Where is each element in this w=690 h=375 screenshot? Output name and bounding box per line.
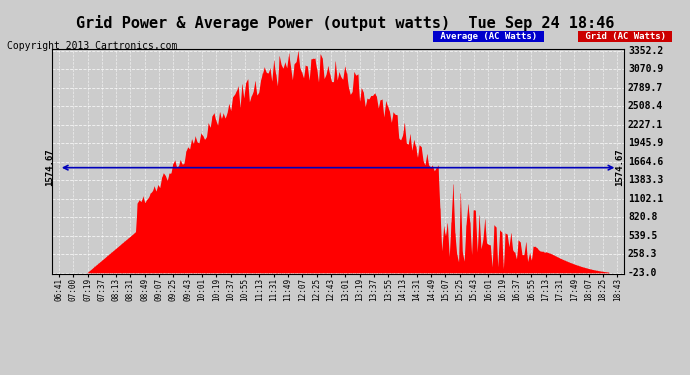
- Text: Copyright 2013 Cartronics.com: Copyright 2013 Cartronics.com: [7, 41, 177, 51]
- Text: 3352.2: 3352.2: [628, 46, 663, 56]
- Text: 1383.3: 1383.3: [628, 175, 663, 185]
- Text: Average (AC Watts): Average (AC Watts): [435, 32, 542, 41]
- Text: 1664.6: 1664.6: [628, 157, 663, 167]
- Text: 820.8: 820.8: [628, 212, 658, 222]
- Text: 539.5: 539.5: [628, 231, 658, 241]
- Text: Grid Power & Average Power (output watts)  Tue Sep 24 18:46: Grid Power & Average Power (output watts…: [76, 15, 614, 31]
- Text: -23.0: -23.0: [628, 268, 658, 278]
- Text: 1102.1: 1102.1: [628, 194, 663, 204]
- Text: 258.3: 258.3: [628, 249, 658, 259]
- Text: 2789.7: 2789.7: [628, 83, 663, 93]
- Text: 2508.4: 2508.4: [628, 101, 663, 111]
- Text: 2227.1: 2227.1: [628, 120, 663, 130]
- Text: 1574.67: 1574.67: [615, 149, 624, 186]
- Text: Grid (AC Watts): Grid (AC Watts): [580, 32, 671, 41]
- Text: 1574.67: 1574.67: [46, 149, 55, 186]
- Text: 1945.9: 1945.9: [628, 138, 663, 148]
- Text: 3070.9: 3070.9: [628, 64, 663, 74]
